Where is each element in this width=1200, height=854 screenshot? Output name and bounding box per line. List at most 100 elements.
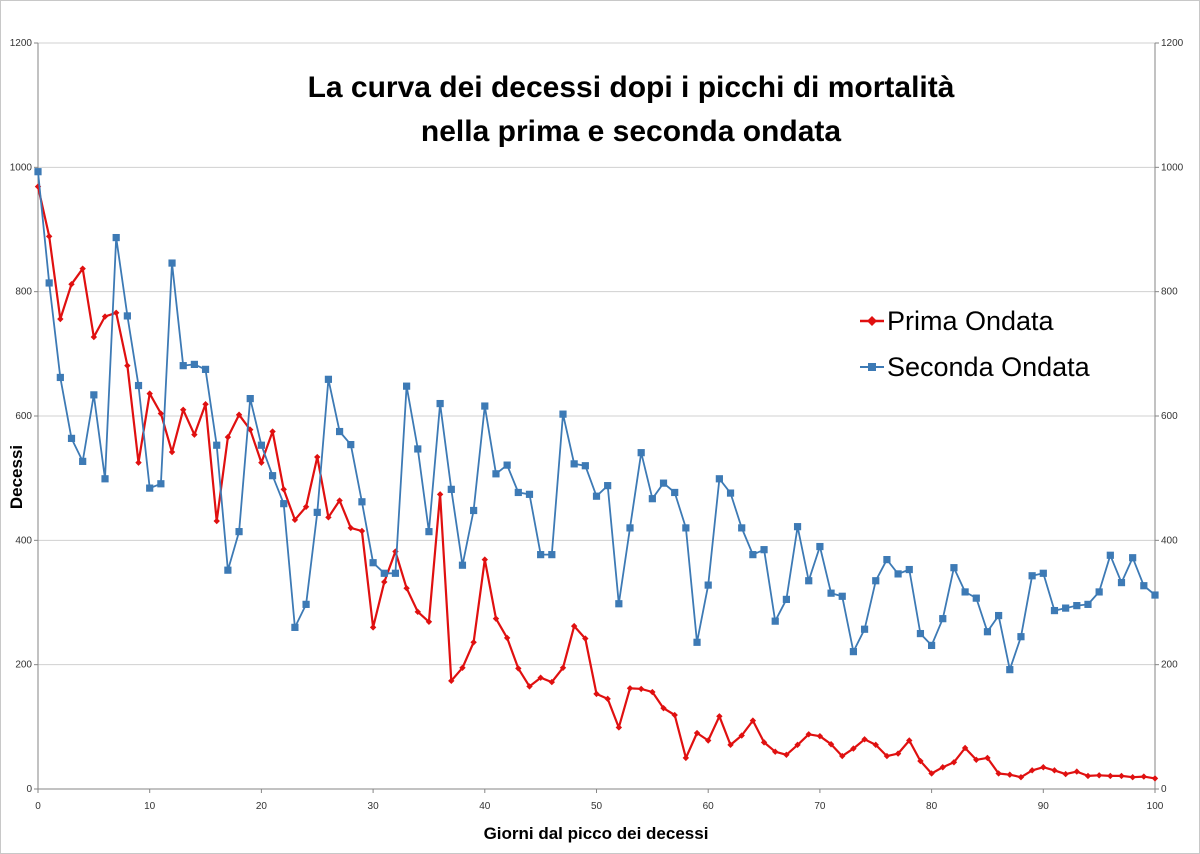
data-point-prima-ondata: [57, 315, 64, 323]
data-point-prima-ondata: [492, 615, 500, 622]
data-point-seconda-ondata: [738, 524, 746, 532]
data-point-seconda-ondata: [704, 581, 712, 589]
data-point-prima-ondata: [258, 459, 265, 466]
data-point-seconda-ondata: [313, 508, 321, 516]
data-point-seconda-ondata: [1151, 591, 1159, 599]
data-point-seconda-ondata: [1062, 604, 1070, 612]
data-point-seconda-ondata: [514, 488, 522, 497]
y-tick-label-left: 400: [15, 535, 32, 546]
data-point-prima-ondata: [660, 704, 667, 712]
data-point-prima-ondata: [1095, 772, 1103, 779]
data-point-prima-ondata: [112, 309, 120, 317]
axes: [37, 43, 1156, 790]
data-point-prima-ondata: [906, 737, 913, 744]
y-tick-label-right: 1200: [1161, 38, 1184, 49]
data-point-seconda-ondata: [447, 485, 455, 493]
data-point-seconda-ondata: [648, 495, 656, 503]
data-point-prima-ondata: [1006, 771, 1013, 778]
data-point-prima-ondata: [235, 411, 243, 418]
data-point-seconda-ondata: [458, 561, 467, 569]
data-point-seconda-ondata: [961, 588, 969, 596]
y-tick-label-left: 1200: [10, 38, 33, 49]
data-point-seconda-ondata: [995, 611, 1003, 620]
data-point-prima-ondata: [302, 503, 310, 510]
data-point-prima-ondata: [358, 527, 366, 535]
data-point-seconda-ondata: [34, 168, 42, 176]
data-point-seconda-ondata: [1106, 551, 1114, 559]
data-point-seconda-ondata: [79, 457, 87, 465]
legend-item-prima-ondata: Prima Ondata: [860, 306, 1055, 336]
data-point-seconda-ondata: [347, 440, 355, 449]
data-point-prima-ondata: [839, 752, 846, 760]
data-point-prima-ondata: [727, 741, 734, 749]
data-point-prima-ondata: [604, 695, 611, 703]
data-point-prima-ondata: [928, 770, 935, 777]
data-point-seconda-ondata: [894, 570, 902, 578]
data-point-prima-ondata: [470, 639, 477, 646]
data-point-prima-ondata: [850, 745, 857, 752]
data-point-seconda-ondata: [213, 441, 221, 449]
data-point-seconda-ondata: [637, 449, 645, 457]
data-point-prima-ondata: [425, 618, 433, 625]
data-point-prima-ondata: [816, 732, 824, 740]
data-point-prima-ondata: [403, 585, 410, 592]
data-point-prima-ondata: [213, 517, 220, 525]
data-point-seconda-ondata: [1140, 582, 1148, 590]
data-point-prima-ondata: [280, 486, 287, 493]
data-point-seconda-ondata: [492, 470, 500, 478]
data-point-seconda-ondata: [45, 279, 53, 287]
data-point-seconda-ondata: [682, 524, 690, 532]
data-point-seconda-ondata: [481, 402, 489, 410]
data-point-seconda-ondata: [436, 399, 444, 408]
data-point-seconda-ondata: [872, 577, 880, 585]
data-point-seconda-ondata: [592, 492, 601, 500]
data-point-prima-ondata: [950, 759, 958, 766]
data-point-seconda-ondata: [771, 617, 779, 625]
data-point-seconda-ondata: [905, 565, 913, 574]
data-point-seconda-ondata: [816, 542, 824, 551]
data-point-seconda-ondata: [369, 559, 377, 567]
data-point-prima-ondata: [90, 333, 98, 341]
x-tick-label: 50: [591, 801, 603, 812]
data-point-prima-ondata: [805, 731, 812, 738]
data-point-prima-ondata: [135, 459, 142, 466]
data-point-prima-ondata: [68, 281, 75, 288]
data-point-seconda-ondata: [782, 595, 790, 603]
data-point-seconda-ondata: [56, 373, 64, 382]
data-point-seconda-ondata: [403, 382, 411, 390]
data-point-seconda-ondata: [168, 259, 176, 267]
data-point-prima-ondata: [961, 744, 969, 752]
data-point-prima-ondata: [883, 752, 891, 760]
x-tick-label: 40: [479, 801, 491, 812]
data-point-prima-ondata: [861, 736, 868, 743]
data-point-prima-ondata: [1073, 768, 1081, 775]
data-point-prima-ondata: [1107, 772, 1114, 780]
data-point-seconda-ondata: [1073, 602, 1081, 610]
y-tick-label-right: 0: [1161, 784, 1167, 795]
data-point-seconda-ondata: [693, 638, 701, 646]
legend-marker-seconda-ondata: [868, 363, 876, 371]
data-point-prima-ondata: [79, 265, 86, 272]
data-point-seconda-ondata: [1050, 606, 1059, 615]
data-point-prima-ondata: [1028, 767, 1036, 774]
x-tick-label: 20: [256, 801, 268, 812]
data-point-prima-ondata: [168, 448, 176, 456]
data-point-seconda-ondata: [1129, 554, 1137, 562]
data-point-seconda-ondata: [671, 488, 679, 497]
data-point-seconda-ondata: [1084, 600, 1092, 608]
data-point-prima-ondata: [570, 622, 578, 630]
data-point-prima-ondata: [291, 516, 299, 524]
x-tick-label: 80: [926, 801, 938, 812]
data-point-seconda-ondata: [548, 551, 556, 559]
data-point-seconda-ondata: [470, 506, 478, 515]
data-point-seconda-ondata: [1117, 579, 1126, 587]
y-tick-label-left: 0: [26, 784, 32, 795]
data-point-prima-ondata: [537, 674, 544, 681]
data-point-seconda-ondata: [559, 410, 567, 418]
legend-label-prima-ondata: Prima Ondata: [887, 306, 1055, 336]
data-point-prima-ondata: [917, 757, 924, 765]
data-point-seconda-ondata: [827, 589, 835, 597]
data-point-prima-ondata: [872, 741, 879, 749]
data-point-prima-ondata: [783, 751, 790, 759]
